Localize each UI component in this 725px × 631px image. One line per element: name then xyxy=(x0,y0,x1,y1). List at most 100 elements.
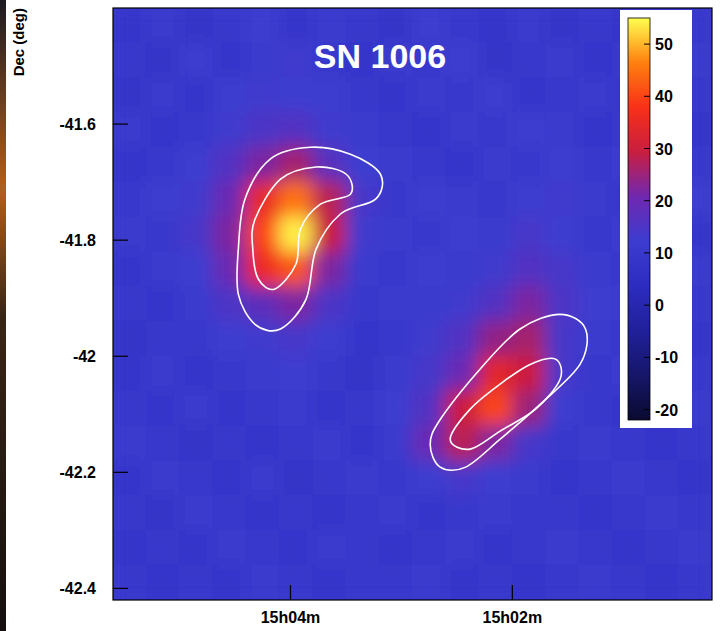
heat-cell xyxy=(146,182,180,218)
heat-cell xyxy=(445,530,479,566)
heat-cell xyxy=(212,147,246,183)
heat-cell xyxy=(379,530,413,566)
heat-cell xyxy=(246,460,280,496)
heat-cell xyxy=(578,147,612,183)
heat-cell xyxy=(578,286,612,322)
heat-cell xyxy=(445,356,479,392)
heat-cell xyxy=(479,356,513,392)
heat-cell xyxy=(379,182,413,218)
heat-cell xyxy=(312,286,346,322)
heat-cell xyxy=(179,251,213,287)
heat-cell xyxy=(345,112,379,148)
heat-cell xyxy=(345,565,379,600)
chart: -41.6-41.8-42-42.2-42.415h04m15h02mDec (… xyxy=(0,0,725,631)
heat-cell xyxy=(545,251,579,287)
colorbar-tick xyxy=(644,305,650,306)
heat-cell xyxy=(113,495,147,531)
heat-cell xyxy=(412,495,446,531)
heat-cell xyxy=(545,216,579,252)
heat-cell xyxy=(512,356,546,392)
heat-cell xyxy=(212,251,246,287)
heat-cell xyxy=(612,530,646,566)
heat-cell xyxy=(512,77,546,113)
heat-cell xyxy=(379,147,413,183)
heat-cell xyxy=(412,182,446,218)
y-tick-label: -42.2 xyxy=(60,464,97,481)
heat-cell xyxy=(279,8,313,43)
heat-cell xyxy=(179,147,213,183)
heat-cell xyxy=(379,286,413,322)
heat-cell xyxy=(146,530,180,566)
y-tick-label: -41.8 xyxy=(60,232,97,249)
heat-cell xyxy=(212,321,246,357)
colorbar-tick-label: 10 xyxy=(655,245,673,262)
heat-cell xyxy=(146,460,180,496)
heat-cell xyxy=(578,8,612,43)
y-tick-label: -41.6 xyxy=(60,116,97,133)
x-tick-label: 15h04m xyxy=(261,609,321,626)
heat-cell xyxy=(246,42,280,78)
heat-cell xyxy=(479,216,513,252)
heat-cell xyxy=(545,530,579,566)
heat-cell xyxy=(113,42,147,78)
colorbar-tick xyxy=(644,96,650,97)
heat-cell xyxy=(113,112,147,148)
heat-cell xyxy=(246,286,280,322)
heat-cell xyxy=(412,147,446,183)
heat-cell xyxy=(113,77,147,113)
heat-cell xyxy=(246,8,280,43)
heat-cell xyxy=(379,425,413,461)
heat-cell xyxy=(445,112,479,148)
heat-cell xyxy=(113,356,147,392)
x-tick xyxy=(290,585,291,600)
heat-cell xyxy=(479,112,513,148)
heat-cell xyxy=(312,112,346,148)
plot-frame xyxy=(113,8,712,600)
heat-cell xyxy=(445,495,479,531)
heat-cell xyxy=(179,77,213,113)
heat-cell xyxy=(512,565,546,600)
heat-cell xyxy=(146,321,180,357)
heat-cell xyxy=(179,530,213,566)
heat-cell xyxy=(279,42,313,78)
colorbar-tick xyxy=(644,44,650,45)
heat-cell xyxy=(246,77,280,113)
heat-cell xyxy=(578,251,612,287)
heat-cell xyxy=(512,112,546,148)
heat-cell xyxy=(512,8,546,43)
heat-cell xyxy=(279,391,313,427)
y-tick xyxy=(113,123,128,124)
heat-cell xyxy=(345,495,379,531)
heat-cell xyxy=(412,391,446,427)
heat-cell xyxy=(179,216,213,252)
heat-cell xyxy=(412,112,446,148)
heat-cell xyxy=(212,530,246,566)
heat-cell xyxy=(312,391,346,427)
heat-cell xyxy=(512,460,546,496)
heatmap-cells xyxy=(113,8,712,600)
colorbar-tick-label: 50 xyxy=(655,36,673,53)
heat-cell xyxy=(645,460,679,496)
heat-cell xyxy=(146,42,180,78)
colorbar-tick xyxy=(644,200,650,201)
colorbar-tick xyxy=(644,357,650,358)
heat-cell xyxy=(479,495,513,531)
heat-cell xyxy=(612,565,646,600)
heat-cell xyxy=(246,356,280,392)
heat-cell xyxy=(545,8,579,43)
heat-cell xyxy=(412,251,446,287)
heat-cell xyxy=(445,182,479,218)
heat-cell xyxy=(312,565,346,600)
colorbar-tick-label: 40 xyxy=(655,88,673,105)
heat-cell xyxy=(146,251,180,287)
y-tick-label: -42 xyxy=(73,348,96,365)
heat-cell xyxy=(279,530,313,566)
heat-cell xyxy=(179,565,213,600)
heat-cell xyxy=(479,42,513,78)
heat-cell xyxy=(212,216,246,252)
heat-cell xyxy=(146,286,180,322)
heat-cell xyxy=(146,565,180,600)
y-tick xyxy=(113,240,128,241)
heat-cell xyxy=(345,356,379,392)
heat-cell xyxy=(678,495,712,531)
